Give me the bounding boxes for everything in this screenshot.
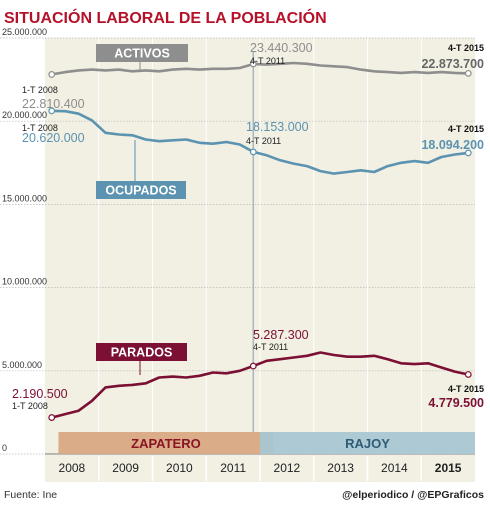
data-quarter-label: 1-T 2008: [22, 123, 58, 133]
series-label-box: [96, 343, 187, 361]
chart-title: SITUACIÓN LABORAL DE LA POBLACIÓN: [4, 8, 327, 27]
series-label: OCUPADOS: [105, 184, 176, 198]
data-quarter-label: 1-T 2008: [22, 85, 58, 95]
data-quarter-label: 4-T 2015: [448, 43, 484, 53]
y-tick-label: 20.000.000: [2, 110, 47, 120]
data-point-marker: [464, 371, 472, 378]
series-label: PARADOS: [111, 346, 173, 360]
series: [51, 61, 469, 419]
y-tick-label: 25.000.000: [2, 27, 47, 37]
data-value-label: 18.153.000: [246, 120, 309, 134]
data-point-marker: [464, 69, 472, 77]
data-point-marker: [48, 107, 56, 115]
data-point-marker: [249, 362, 257, 370]
series-label-box: [96, 181, 186, 199]
data-value-label: 22.810.400: [22, 97, 85, 111]
data-value-label: 5.287.300: [253, 328, 309, 342]
x-tick-label: 2011: [220, 461, 246, 475]
y-tick-label: 15.000.000: [2, 193, 47, 203]
data-quarter-label: 4-T 2015: [448, 124, 484, 134]
data-quarter-label: 4-T 2011: [253, 342, 288, 352]
data-quarter-label: 4-T 2011: [246, 136, 281, 146]
period-bar: [260, 432, 475, 454]
data-value-label: 20.620.000: [22, 131, 85, 145]
period-label: RAJOY: [345, 436, 390, 451]
x-tick-label: 2010: [166, 461, 193, 475]
data-quarter-label: 4-T 2011: [250, 56, 285, 66]
y-tick-label: 10.000.000: [2, 277, 47, 287]
x-axis: 2008 2009 2010 2011 2012 2013 2014 2015: [45, 453, 475, 482]
data-quarter-label: 4-T 2015: [448, 384, 484, 394]
series-labels: ACTIVOS OCUPADOS PARADOS: [96, 44, 188, 375]
series-line-activos: [51, 61, 469, 76]
period-label: ZAPATERO: [131, 436, 201, 451]
data-point-marker: [464, 149, 472, 157]
data-value-label: 2.190.500: [12, 387, 68, 401]
data-value-label: 23.440.300: [250, 41, 313, 55]
data-point-marker: [249, 60, 257, 68]
y-axis: 25.000.000 20.000.000 15.000.000 10.000.000…: [2, 27, 47, 453]
x-tick-label: 2012: [274, 461, 301, 475]
y-tick-label: 5.000.000: [2, 360, 42, 370]
grid: [0, 37, 475, 484]
series-label: ACTIVOS: [114, 47, 170, 61]
credit-text: @elperiodico / @EPGraficos: [342, 489, 484, 501]
period-bar: [58, 432, 274, 454]
x-tick-label: 2009: [112, 461, 139, 475]
data-point-marker: [249, 148, 257, 156]
x-tick-label: 2015: [435, 461, 462, 475]
x-tick-label: 2013: [327, 461, 354, 475]
source-text: Fuente: Ine: [4, 489, 57, 501]
series-line-ocupados: [51, 109, 469, 175]
data-value-label: 22.873.700: [421, 57, 484, 71]
data-value-label: 4.779.500: [428, 396, 484, 410]
data-point-marker: [48, 71, 56, 78]
x-tick-label: 2014: [381, 461, 408, 475]
data-point-marker: [48, 414, 56, 421]
period-bars: ZAPATERO RAJOY: [58, 432, 475, 454]
series-line-parados: [51, 351, 469, 419]
y-tick-label: 0: [2, 443, 7, 453]
x-tick-label: 2008: [59, 461, 86, 475]
series-label-box: [96, 44, 188, 62]
data-quarter-label: 1-T 2008: [12, 401, 48, 411]
data-value-label: 18.094.200: [421, 138, 484, 152]
